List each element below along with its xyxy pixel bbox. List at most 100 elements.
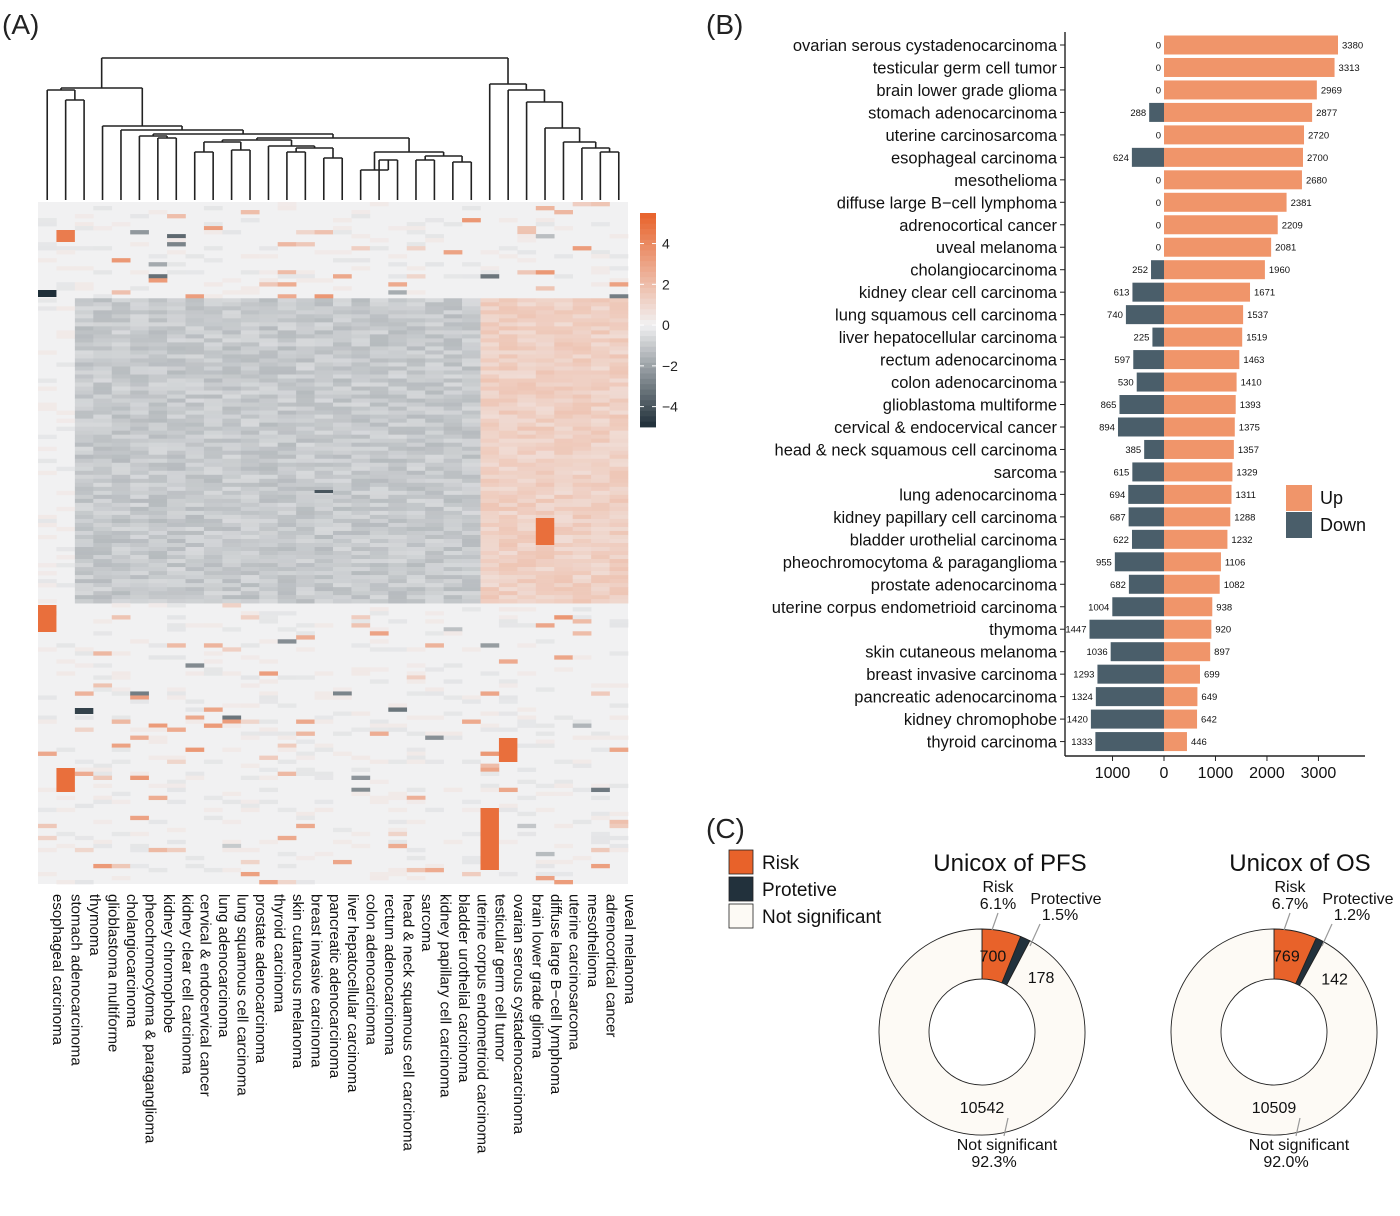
heatmap-cell	[111, 314, 131, 319]
heatmap-cell	[443, 326, 463, 331]
bar-down	[1131, 147, 1164, 167]
heatmap-cell	[277, 458, 297, 464]
heatmap-cell	[406, 358, 426, 363]
heatmap-cell	[296, 482, 315, 488]
heatmap-cell	[406, 334, 426, 339]
heatmap-cell	[130, 342, 149, 347]
heatmap-cell	[462, 410, 481, 415]
heatmap-cell	[111, 374, 131, 379]
heatmap-cell	[406, 430, 426, 435]
heatmap-cell	[93, 555, 113, 560]
heatmap-cell	[148, 394, 168, 399]
heatmap-cell	[314, 478, 334, 484]
heatmap-cell	[591, 470, 610, 476]
bar-up	[1164, 552, 1221, 572]
heatmap-cell	[296, 555, 315, 560]
heatmap-cell	[111, 338, 131, 343]
heatmap-cell	[443, 322, 463, 327]
heatmap-cell	[314, 414, 334, 419]
heatmap-cell	[296, 358, 315, 363]
heatmap-column-label: head & neck squamous cell carcinoma	[400, 894, 417, 1151]
colorbar-segment	[640, 277, 656, 283]
heatmap-cell	[130, 414, 149, 419]
heatmap-cell	[462, 446, 481, 452]
heatmap-cell	[240, 390, 260, 395]
heatmap-cell	[388, 647, 408, 652]
heatmap-cell	[554, 591, 573, 596]
heatmap-cell	[425, 410, 444, 415]
heatmap-cell	[74, 502, 94, 508]
heatmap-cell	[167, 214, 186, 219]
heatmap-cell	[222, 538, 242, 544]
heatmap-cell	[443, 506, 463, 512]
heatmap-cell	[351, 326, 371, 331]
heatmap-cell	[203, 707, 223, 712]
heatmap-cell	[351, 579, 371, 584]
heatmap-cell	[296, 731, 315, 736]
heatmap-cell	[111, 394, 131, 399]
heatmap-cell	[240, 571, 260, 576]
heatmap-cell	[203, 346, 223, 351]
heatmap-cell	[167, 538, 186, 544]
donut-callout-line	[1295, 1117, 1301, 1137]
heatmap-cell	[240, 286, 260, 291]
heatmap-cell	[535, 422, 555, 427]
heatmap-cell	[517, 506, 537, 512]
heatmap-cell	[517, 366, 537, 371]
heatmap-cell	[203, 358, 223, 363]
heatmap-cell	[167, 310, 186, 315]
heatmap-cell	[425, 595, 444, 600]
heatmap-cell	[351, 234, 371, 239]
colorbar-segment	[640, 416, 656, 423]
heatmap-cell	[74, 386, 94, 391]
heatmap-column-label: pheochromocytoma & paraganglioma	[141, 894, 158, 1144]
heatmap-cell	[572, 374, 592, 379]
heatmap-cell	[148, 418, 168, 423]
heatmap-cell	[74, 306, 94, 311]
heatmap-cell	[517, 454, 537, 460]
heatmap-cell	[74, 410, 94, 415]
heatmap-cell	[425, 362, 444, 367]
heatmap-cell	[314, 575, 334, 580]
heatmap-cell	[351, 462, 371, 468]
heatmap-cell	[74, 803, 94, 809]
heatmap-cell	[517, 374, 537, 379]
heatmap-cell	[296, 538, 315, 544]
heatmap-cell	[222, 422, 242, 427]
heatmap-cell	[93, 466, 113, 472]
heatmap-cell	[38, 218, 57, 223]
heatmap-cell	[480, 342, 500, 347]
heatmap-cell	[296, 378, 315, 383]
heatmap-cell	[38, 807, 57, 813]
heatmap-cell	[259, 510, 278, 516]
bar-up	[1164, 642, 1211, 662]
heatmap-cell	[130, 735, 149, 740]
heatmap-cell	[167, 599, 186, 604]
heatmap-cell	[167, 374, 186, 379]
heatmap-cell	[222, 747, 242, 752]
heatmap-cell	[591, 298, 610, 303]
heatmap-cell	[333, 402, 352, 407]
heatmap-cell	[591, 306, 610, 311]
heatmap-cell	[148, 434, 168, 439]
heatmap-cell	[259, 466, 278, 472]
heatmap-cell	[406, 454, 426, 460]
heatmap-cell	[74, 559, 94, 564]
heatmap-cell	[277, 294, 297, 299]
heatmap-cell	[333, 314, 352, 319]
heatmap-cell	[443, 334, 463, 339]
heatmap-cell	[351, 446, 371, 452]
colorbar-segment	[640, 394, 656, 401]
heatmap-cell	[517, 530, 537, 536]
heatmap-cell	[167, 551, 186, 556]
heatmap-cell	[333, 526, 352, 532]
heatmap-cell	[259, 543, 278, 548]
heatmap-cell	[167, 482, 186, 488]
heatmap-cell	[443, 274, 463, 279]
heatmap-cell	[591, 330, 610, 335]
heatmap-cell	[572, 530, 592, 536]
heatmap-cell	[74, 518, 94, 524]
heatmap-cell	[591, 438, 610, 443]
heatmap-cell	[333, 386, 352, 391]
heatmap-cell	[277, 735, 297, 740]
